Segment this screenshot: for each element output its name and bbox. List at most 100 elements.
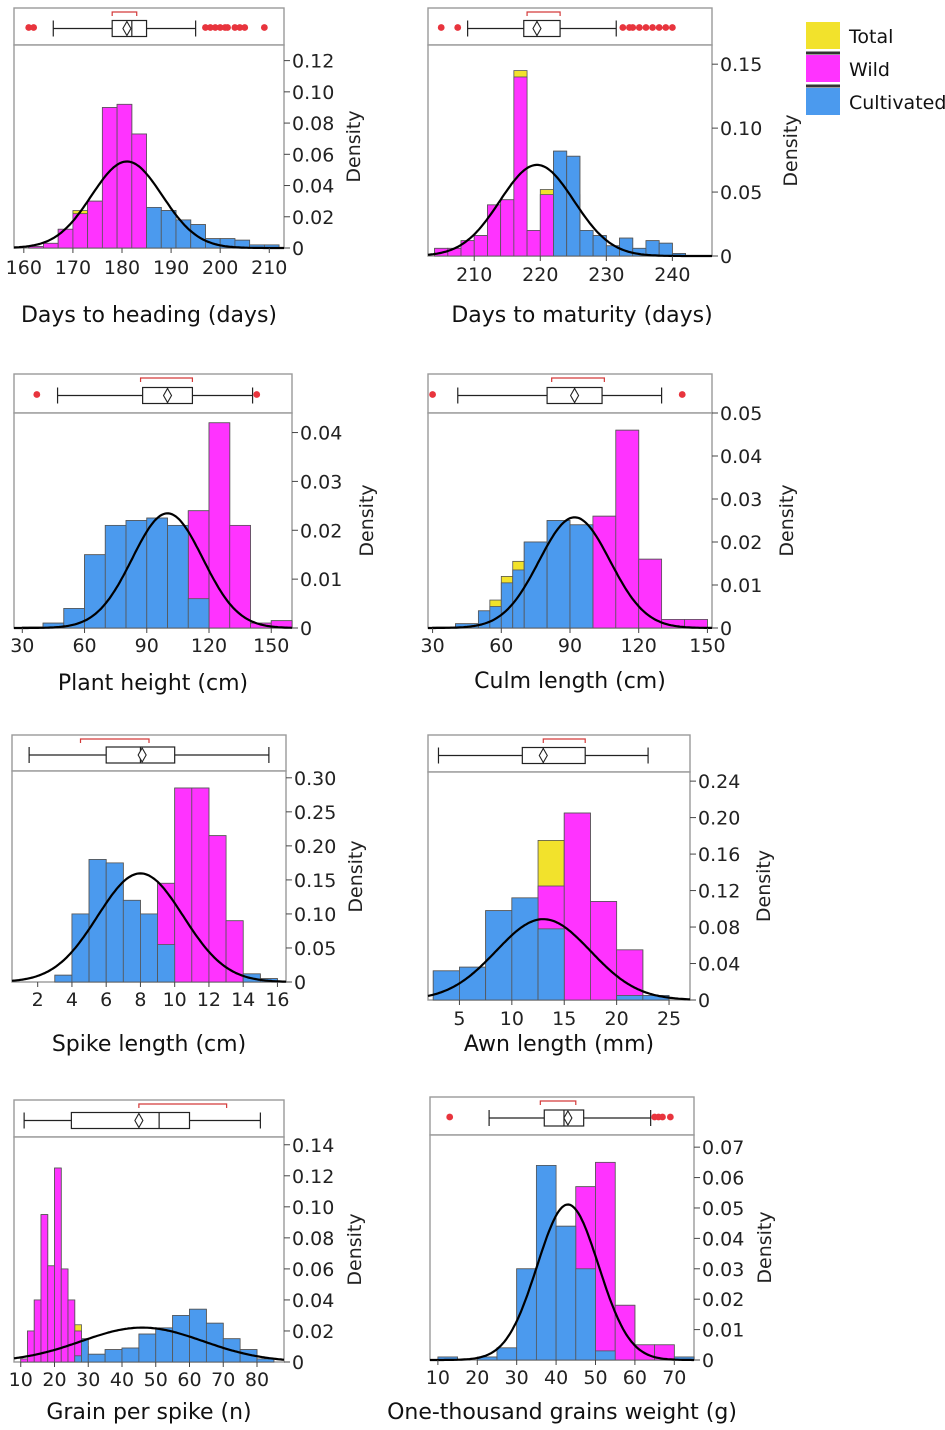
outlier-point — [216, 24, 224, 31]
y-tick-label: 0.03 — [720, 489, 762, 511]
x-tick-label: 210 — [456, 264, 492, 286]
y-tick-label: 0.15 — [720, 54, 762, 76]
y-tick-label: 0.20 — [698, 808, 740, 830]
cultivated-bar — [87, 1353, 106, 1363]
outlier-point — [446, 1113, 454, 1121]
outlier-point — [659, 1113, 666, 1121]
normal-curve — [13, 1326, 285, 1361]
x-tick-label: 20 — [465, 1367, 489, 1389]
y-tick-label: 0.02 — [300, 520, 342, 542]
cultivated-bar — [658, 242, 673, 257]
cultivated-bar — [566, 155, 581, 257]
x-tick-label: 60 — [72, 635, 96, 657]
cultivated-bar — [537, 928, 565, 1001]
x-tick-label: 160 — [6, 257, 42, 279]
y-tick-label: 0.24 — [698, 771, 740, 793]
y-tick-label: 0.02 — [702, 1289, 744, 1311]
boxplot-mean-diamond — [538, 747, 548, 764]
outlier-point — [206, 24, 214, 31]
y-tick-label: 0.08 — [292, 113, 334, 135]
outlier-point — [224, 24, 231, 31]
y-tick-label: 0.12 — [292, 51, 334, 73]
y-tick-label: 0.12 — [292, 1166, 334, 1188]
y-tick-label: 0.08 — [698, 917, 740, 939]
outlier-point — [668, 24, 676, 31]
wild-bar — [67, 1299, 76, 1363]
shortest-half-bracket — [539, 1100, 577, 1105]
histogram-panel-2: 0 0.05 0.10 0.15 210 220 230 240 Days to maturit… — [427, 7, 802, 328]
x-tick-label: 40 — [110, 1369, 134, 1391]
cultivated-bar — [88, 859, 107, 983]
outlier-point — [437, 24, 445, 31]
legend-label: Wild — [849, 59, 890, 81]
outlier-point — [649, 24, 656, 31]
y-axis-title: Density — [356, 484, 378, 556]
wild-bar — [47, 1265, 55, 1363]
x-tick-label: 6 — [100, 989, 112, 1011]
cultivated-bar — [535, 1165, 557, 1361]
x-tick-label: 30 — [76, 1369, 100, 1391]
cultivated-bar — [187, 598, 210, 629]
x-tick-label: 20 — [42, 1369, 66, 1391]
wild-bar — [87, 200, 103, 249]
x-tick-label: 12 — [197, 989, 221, 1011]
cultivated-bar — [189, 1308, 207, 1363]
legend: Total Wild Cultivated — [806, 22, 945, 115]
wild-bar — [40, 1214, 49, 1363]
wild-bar — [595, 1161, 616, 1361]
y-tick-label: 0.02 — [720, 532, 762, 554]
cultivated-bar — [546, 520, 571, 629]
y-tick-label: 0.10 — [292, 1197, 334, 1219]
shortest-half-bracket — [139, 377, 194, 382]
x-tick-label: 150 — [253, 635, 289, 657]
boxplot-box — [523, 19, 561, 38]
x-tick-label: 50 — [144, 1369, 168, 1391]
wild-bar — [500, 199, 515, 257]
x-tick-label: 10 — [426, 1367, 450, 1389]
x-axis-title: Days to heading (days) — [21, 303, 277, 328]
y-tick-label: 0.01 — [720, 575, 762, 597]
cultivated-bar — [512, 569, 525, 629]
x-tick-label: 2 — [32, 989, 44, 1011]
x-tick-label: 25 — [657, 1008, 681, 1030]
outlier-point — [629, 24, 637, 31]
outlier-point — [635, 24, 643, 31]
x-tick-label: 40 — [544, 1367, 568, 1389]
outlier-point — [231, 24, 239, 31]
y-tick-label: 0.04 — [702, 1228, 744, 1250]
cultivated-bar — [523, 541, 548, 629]
y-tick-label: 0 — [720, 618, 732, 640]
shortest-half-bracket — [138, 1103, 228, 1108]
y-tick-label: 0 — [294, 972, 306, 994]
cultivated-bar — [256, 1358, 275, 1363]
histogram-panel-4: 0 0.01 0.02 0.03 0.04 0.05 30 60 90 120 150 Culm le… — [420, 373, 798, 694]
wild-bar — [590, 901, 618, 1001]
y-axis-title: Density — [343, 110, 365, 182]
wild-bar — [54, 1167, 62, 1363]
cultivated-bar — [569, 524, 594, 629]
cultivated-bar — [81, 1338, 89, 1363]
y-tick-label: 0.05 — [720, 182, 762, 204]
boxplot-mean-diamond — [569, 387, 580, 404]
y-axis-title: Density — [345, 840, 367, 912]
wild-bar — [563, 812, 591, 1001]
x-tick-label: 60 — [623, 1367, 647, 1389]
boxplot-mean-diamond — [532, 20, 542, 37]
x-tick-label: 120 — [191, 635, 227, 657]
normal-curve — [427, 163, 712, 258]
y-tick-label: 0.01 — [702, 1320, 744, 1342]
y-tick-label: 0.04 — [300, 423, 342, 445]
y-tick-label: 0.10 — [720, 118, 762, 140]
histogram-panel-7: 0 0.02 0.04 0.06 0.08 0.10 0.12 0.14 10 20 30 40 50 6… — [9, 1099, 366, 1425]
outlier-point — [454, 24, 462, 31]
x-tick-label: 90 — [558, 635, 582, 657]
wild-bar — [43, 242, 59, 249]
x-axis-title: Culm length (cm) — [474, 669, 666, 694]
x-axis-title: Grain per spike (n) — [46, 1400, 251, 1425]
wild-bar — [20, 1358, 28, 1363]
x-axis-title: Awn length (mm) — [464, 1032, 654, 1057]
outlier-point — [260, 24, 268, 31]
cultivated-bar — [140, 913, 158, 983]
y-tick-label: 0.01 — [300, 569, 342, 591]
